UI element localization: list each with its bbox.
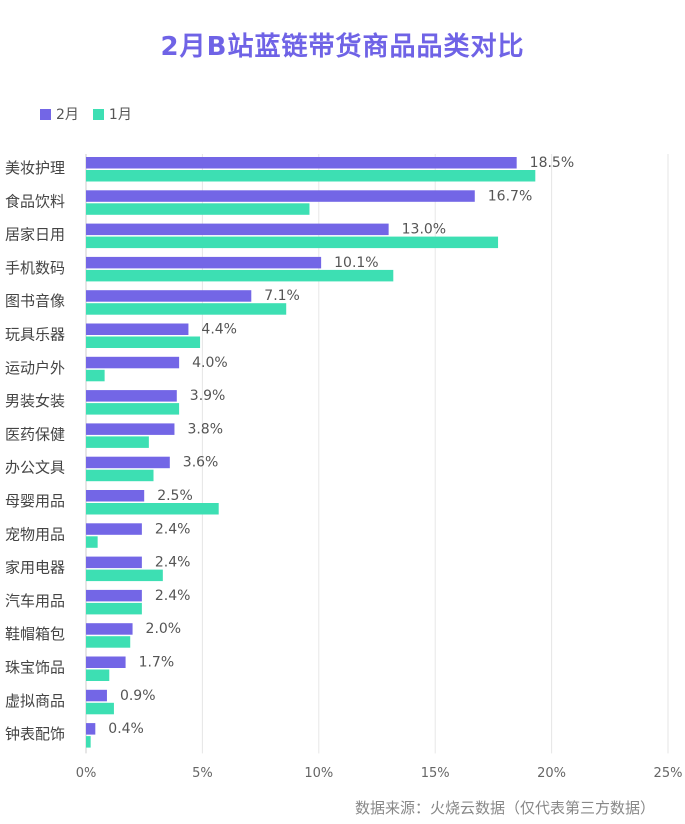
legend-label-series-1: 2月: [56, 107, 79, 123]
bar-series-1: [86, 390, 177, 402]
category-label: 母婴用品: [5, 492, 65, 510]
chart-title: 2月B站蓝链带货商品品类对比: [160, 32, 525, 62]
bar-series-2: [86, 569, 163, 582]
data-label: 4.4%: [201, 322, 237, 338]
bar-series-2: [86, 536, 98, 548]
data-label: 3.6%: [183, 455, 219, 471]
legend-item-series-2: 1月: [92, 104, 132, 124]
category-label: 钟表配饰: [5, 725, 65, 743]
legend-item-series-1: 2月: [40, 104, 79, 124]
data-label: 2.4%: [155, 588, 191, 604]
data-label: 3.8%: [187, 421, 223, 437]
bar-series-1: [86, 456, 170, 469]
category-label: 汽车用品: [5, 592, 65, 610]
bar-series-2: [86, 303, 287, 315]
x-tick-label: 15%: [421, 766, 450, 781]
category-label: 虚拟商品: [5, 692, 65, 710]
legend-swatch-series-1: [40, 108, 51, 120]
x-tick-label: 5%: [192, 766, 213, 781]
bar-series-1: [86, 556, 142, 569]
bar-series-2: [86, 669, 110, 681]
data-label: 4.0%: [192, 355, 228, 371]
data-label: 3.9%: [190, 388, 226, 404]
category-label: 食品饮料: [5, 192, 65, 210]
data-label: 16.7%: [488, 188, 532, 204]
category-label: 宠物用品: [5, 525, 65, 543]
legend-label-series-2: 1月: [108, 107, 132, 123]
category-label: 男装女装: [5, 392, 65, 410]
bar-series-1: [86, 656, 126, 668]
bar-series-2: [86, 469, 154, 482]
bar-series-2: [86, 503, 219, 515]
legend-swatch-series-2: [92, 108, 104, 120]
data-label: 1.7%: [139, 655, 175, 671]
data-label: 18.5%: [530, 155, 574, 171]
bar-series-1: [86, 423, 175, 435]
x-tick-label: 10%: [304, 766, 333, 781]
bar-series-1: [86, 490, 145, 502]
bar-series-2: [86, 203, 310, 215]
data-label: 7.1%: [264, 288, 300, 304]
category-label: 家用电器: [5, 559, 65, 577]
bar-series-1: [86, 190, 475, 202]
x-tick-label: 20%: [537, 766, 566, 781]
bar-series-2: [86, 602, 142, 615]
category-label: 美妆护理: [5, 159, 65, 177]
category-label: 珠宝饰品: [5, 659, 65, 677]
bar-series-2: [86, 736, 91, 748]
bar-series-2: [86, 702, 114, 715]
data-label: 2.0%: [146, 621, 182, 637]
category-label: 鞋帽箱包: [5, 625, 65, 643]
data-label: 10.1%: [334, 255, 378, 271]
bar-series-2: [86, 336, 201, 348]
bar-series-2: [86, 436, 149, 448]
bar-series-2: [86, 636, 131, 648]
bar-series-1: [86, 223, 389, 236]
category-label: 居家日用: [5, 226, 65, 244]
x-tick-label: 25%: [654, 766, 683, 781]
bar-series-1: [86, 157, 517, 169]
bar-series-2: [86, 369, 105, 382]
bar-series-1: [86, 323, 189, 335]
x-tick-label: 0%: [76, 766, 97, 781]
data-label: 2.5%: [157, 488, 193, 504]
bar-series-1: [86, 589, 142, 602]
category-label: 办公文具: [5, 459, 65, 477]
category-label: 玩具乐器: [5, 326, 65, 344]
bar-series-2: [86, 269, 394, 282]
bar-series-1: [86, 290, 252, 302]
bar-series-1: [86, 689, 107, 702]
data-label: 2.4%: [155, 555, 191, 571]
data-label: 0.4%: [108, 721, 144, 737]
source-note: 数据来源：火烧云数据（仅代表第三方数据）: [354, 799, 655, 817]
bar-series-2: [86, 403, 180, 415]
data-label: 0.9%: [120, 688, 156, 704]
category-label: 医药保健: [5, 425, 65, 443]
bar-series-1: [86, 523, 142, 535]
bar-series-1: [86, 723, 96, 735]
legend: 2月 1月: [40, 104, 132, 124]
bar-series-1: [86, 356, 180, 369]
bar-series-2: [86, 170, 536, 182]
bar-series-2: [86, 236, 499, 249]
bar-series-1: [86, 256, 322, 269]
category-label: 图书音像: [5, 292, 65, 310]
category-label: 手机数码: [5, 259, 65, 277]
bar-series-1: [86, 623, 133, 635]
data-label: 2.4%: [155, 521, 191, 537]
category-label: 运动户外: [5, 359, 65, 377]
data-label: 13.0%: [402, 222, 446, 238]
